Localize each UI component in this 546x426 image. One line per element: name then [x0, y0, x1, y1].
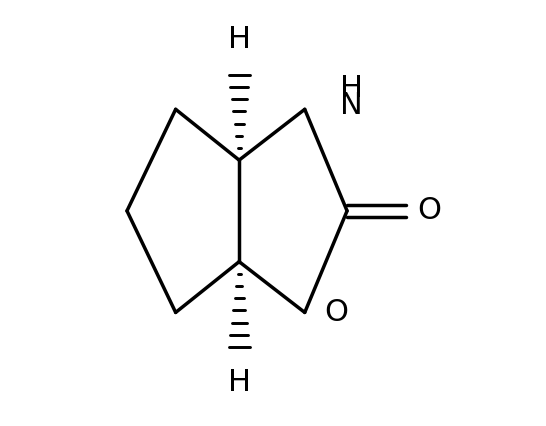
Text: H: H	[228, 368, 251, 397]
Text: H: H	[228, 25, 251, 54]
Text: O: O	[418, 196, 442, 225]
Text: O: O	[324, 298, 348, 327]
Text: N: N	[340, 91, 363, 120]
Text: H: H	[340, 74, 363, 103]
